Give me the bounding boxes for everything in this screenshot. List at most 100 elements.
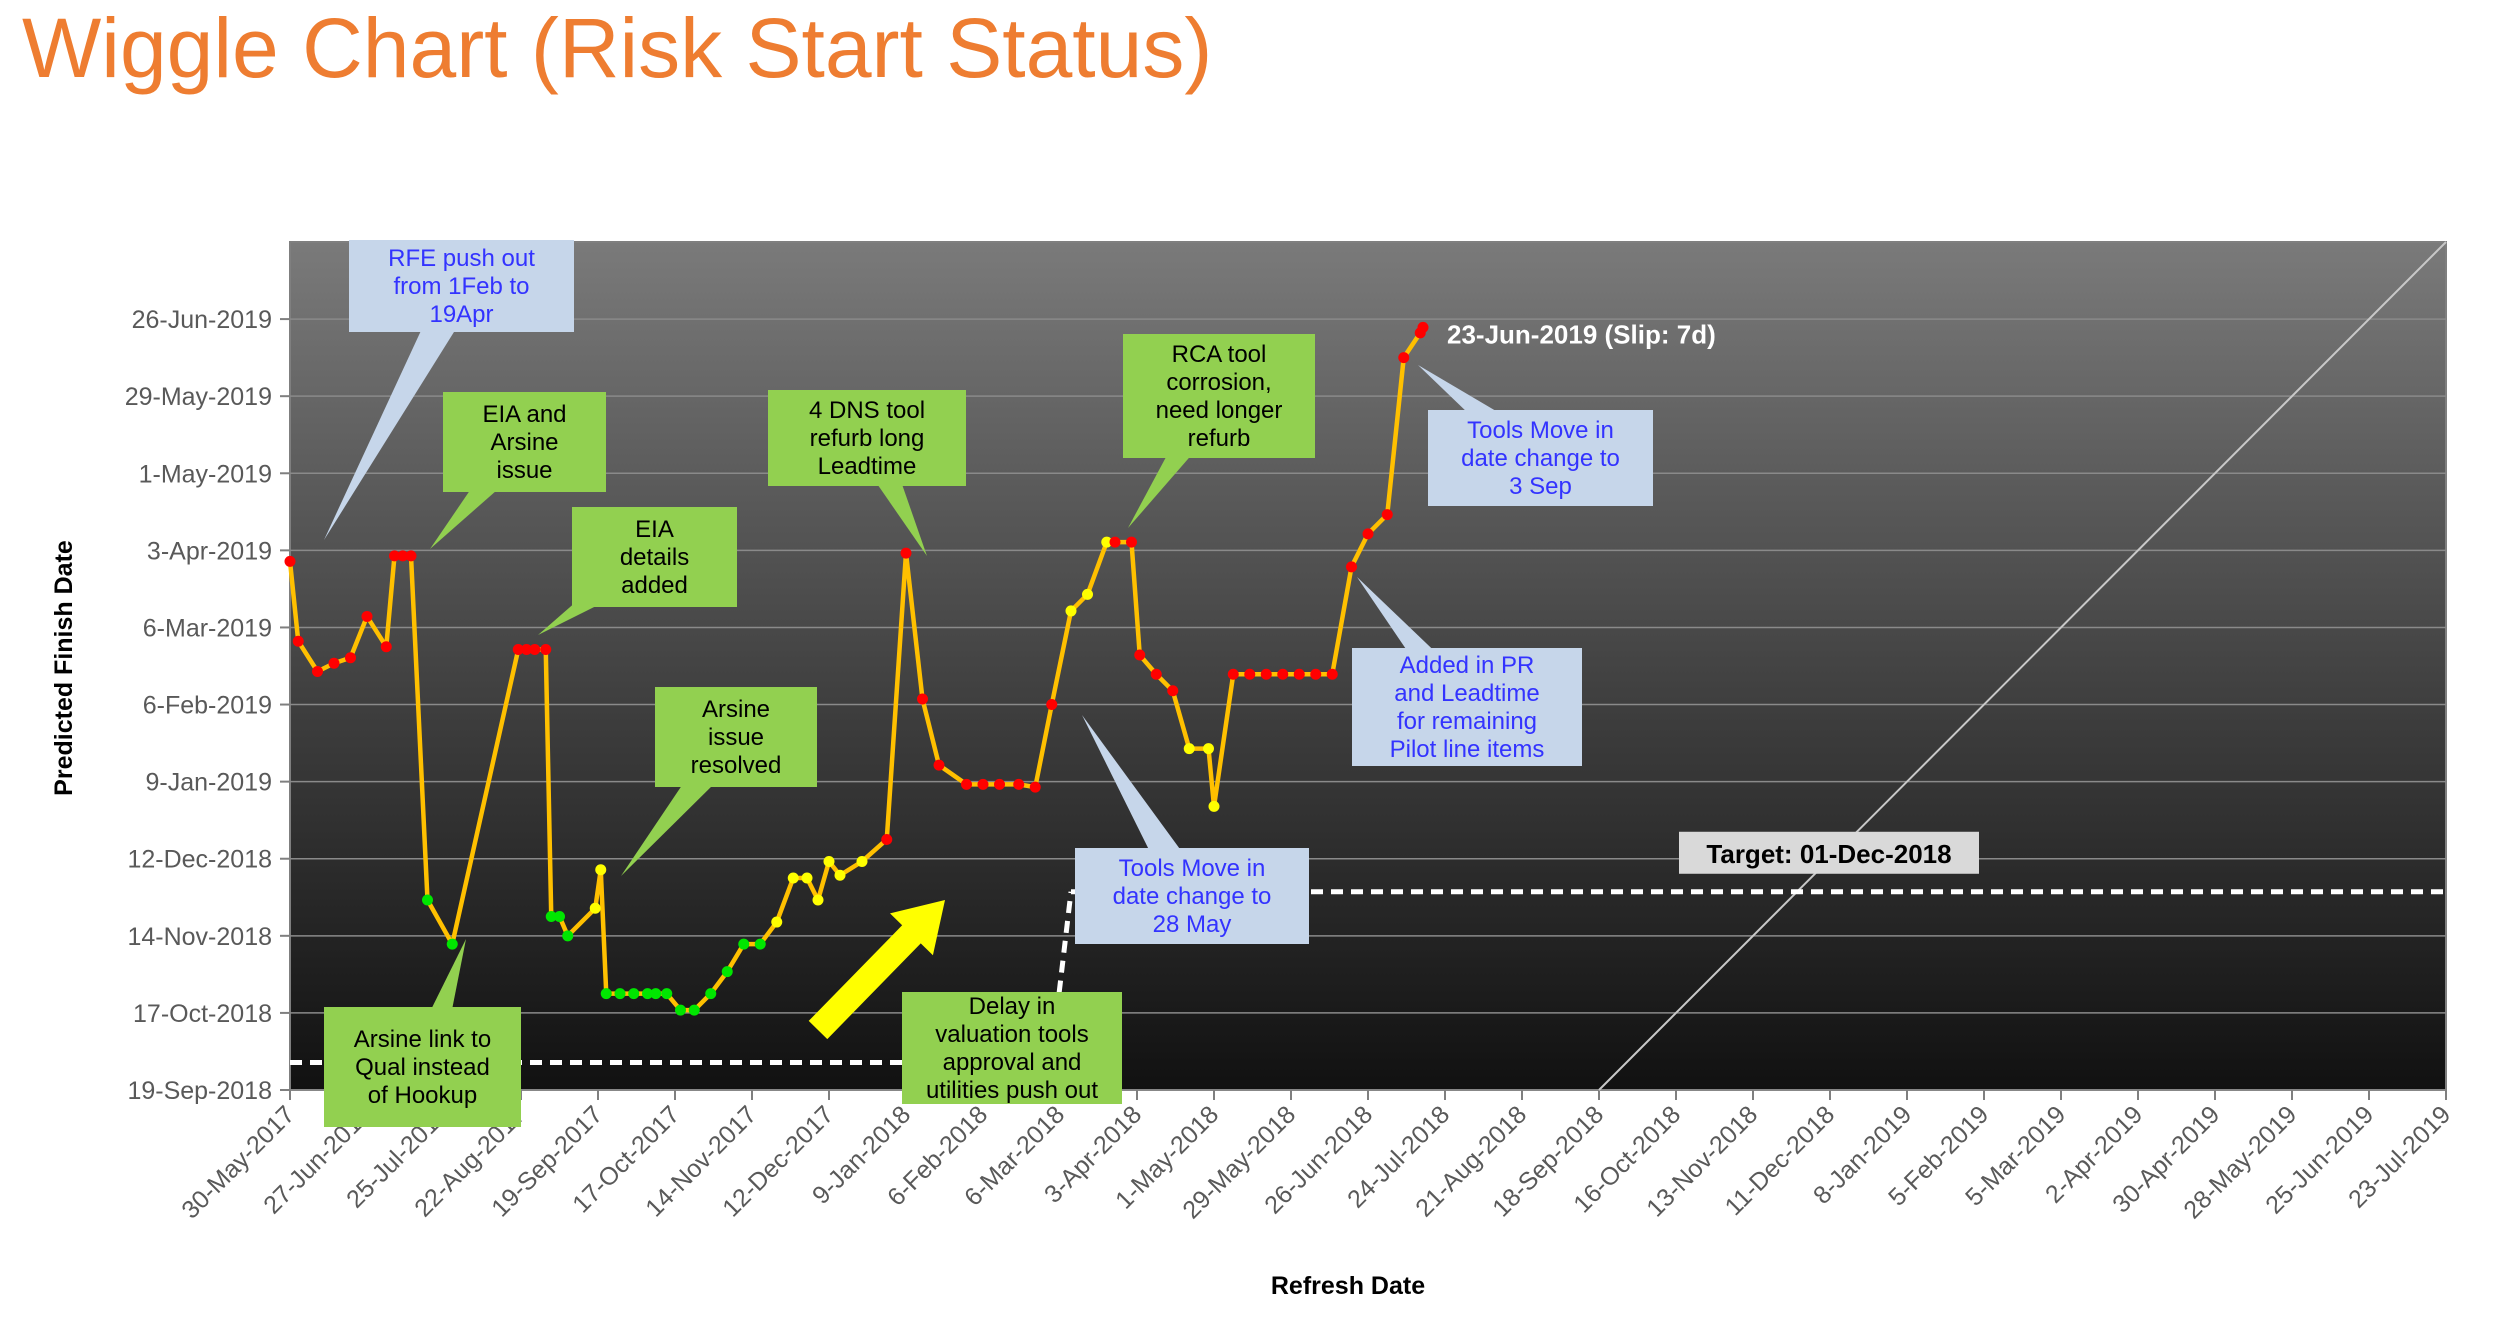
data-point-red [380, 641, 392, 653]
data-point-red [1398, 352, 1410, 364]
y-tick-label: 12-Dec-2018 [127, 846, 272, 874]
data-point-red [881, 833, 893, 845]
data-point-red [1293, 668, 1305, 680]
data-point-red [1109, 536, 1121, 548]
callout-text-line: date change to [1113, 883, 1272, 910]
callout-box [1428, 410, 1653, 506]
data-point-green [661, 988, 673, 1000]
data-point-yellow [1208, 800, 1220, 812]
callout-box [768, 390, 966, 486]
callout-text-line: Pilot line items [1390, 736, 1545, 763]
data-point-red [900, 547, 912, 559]
data-point-green [675, 1004, 686, 1016]
y-tick-label: 29-May-2019 [125, 383, 272, 411]
callout-text-line: Leadtime [818, 453, 917, 480]
y-tick-labels: 19-Sep-2018 17-Oct-2018 14-Nov-2018 12-Dec-… [125, 306, 272, 1105]
callout-text-line: EIA [635, 516, 674, 543]
data-point-red [345, 652, 356, 664]
trend-arrow [808, 900, 945, 1040]
end-label: 23-Jun-2019 (Slip: 7d) [1447, 319, 1716, 349]
callout-text-line: 3 Sep [1509, 473, 1572, 500]
data-point-red [977, 778, 989, 790]
y-tick-label: 26-Jun-2019 [132, 306, 272, 334]
data-point-yellow [1065, 605, 1077, 617]
data-point-green [650, 988, 662, 1000]
data-point-yellow [1082, 588, 1093, 600]
data-point-green [688, 1004, 700, 1016]
callout-text-line: EIA and [482, 401, 566, 428]
callout-text-line: RCA tool [1172, 341, 1267, 368]
data-point-yellow [1101, 536, 1113, 548]
callout-text-line: utilities push out [926, 1077, 1098, 1104]
data-point-green [600, 988, 612, 1000]
data-point-yellow [834, 869, 846, 881]
diagonal-line [1598, 241, 2447, 1091]
data-point-red [933, 759, 945, 771]
data-point-red [1417, 321, 1429, 333]
data-point-yellow [787, 872, 799, 884]
data-point-green [642, 988, 653, 1000]
callout-text-line: RFE push out [388, 245, 535, 272]
data-point-red [1277, 668, 1289, 680]
callout-text-line: valuation tools [935, 1021, 1088, 1048]
data-point-red [1244, 668, 1256, 680]
callout-box [1352, 648, 1582, 766]
y-tick-label: 19-Sep-2018 [127, 1077, 272, 1105]
callout-box [572, 507, 737, 607]
callout-text-line: 19Apr [429, 301, 493, 328]
callout-text-line: Delay in [969, 993, 1056, 1020]
data-point-red [540, 643, 552, 655]
x-axis-title: Refresh Date [1271, 1272, 1425, 1300]
diagonal-reference-line [1598, 241, 2447, 1091]
callout-pointer [324, 277, 478, 540]
callout-text-line: of Hookup [368, 1082, 477, 1109]
data-point-red [284, 555, 296, 567]
data-point-yellow [823, 855, 835, 867]
data-point-red [397, 550, 409, 562]
data-point-yellow [1203, 743, 1214, 755]
data-point-red [1029, 781, 1041, 793]
callout-text-line: issue [496, 457, 552, 484]
data-point-red [1346, 561, 1357, 573]
data-point-red [405, 550, 417, 562]
callout-text-line: for remaining [1397, 708, 1537, 735]
callout-box [324, 1007, 521, 1127]
callout-text-line: resolved [691, 752, 782, 779]
data-point-red [917, 693, 928, 705]
data-point-red [1326, 668, 1338, 680]
data-point-green [705, 988, 717, 1000]
callout-box [1123, 334, 1315, 458]
data-point-green [721, 966, 733, 978]
data-point-yellow [801, 872, 813, 884]
data-point-red [1260, 668, 1272, 680]
data-point-red [1310, 668, 1322, 680]
callout-text-line: from 1Feb to [393, 273, 529, 300]
callout-box [655, 687, 817, 787]
data-point-green [446, 938, 458, 950]
callout-text-line: and Leadtime [1394, 680, 1539, 707]
y-tick-label: 14-Nov-2018 [127, 923, 272, 951]
data-point-red [361, 610, 373, 622]
data-point-red [1381, 509, 1393, 521]
data-point-green [738, 938, 750, 950]
data-point-red [312, 666, 323, 678]
callout-box [349, 240, 574, 332]
y-tick-label: 6-Feb-2019 [143, 692, 272, 720]
callout-text-line: details [620, 544, 689, 571]
callout-text-line: added [621, 572, 688, 599]
callout-text-line: 28 May [1153, 911, 1232, 938]
callout-text-line: date change to [1461, 445, 1620, 472]
labels: Refresh Date Predicted Finish Date Target:… [50, 319, 1979, 1300]
callout-text-line: Arsine [490, 429, 558, 456]
y-tick-label: 1-May-2019 [139, 460, 272, 488]
data-point-red [1167, 685, 1179, 697]
